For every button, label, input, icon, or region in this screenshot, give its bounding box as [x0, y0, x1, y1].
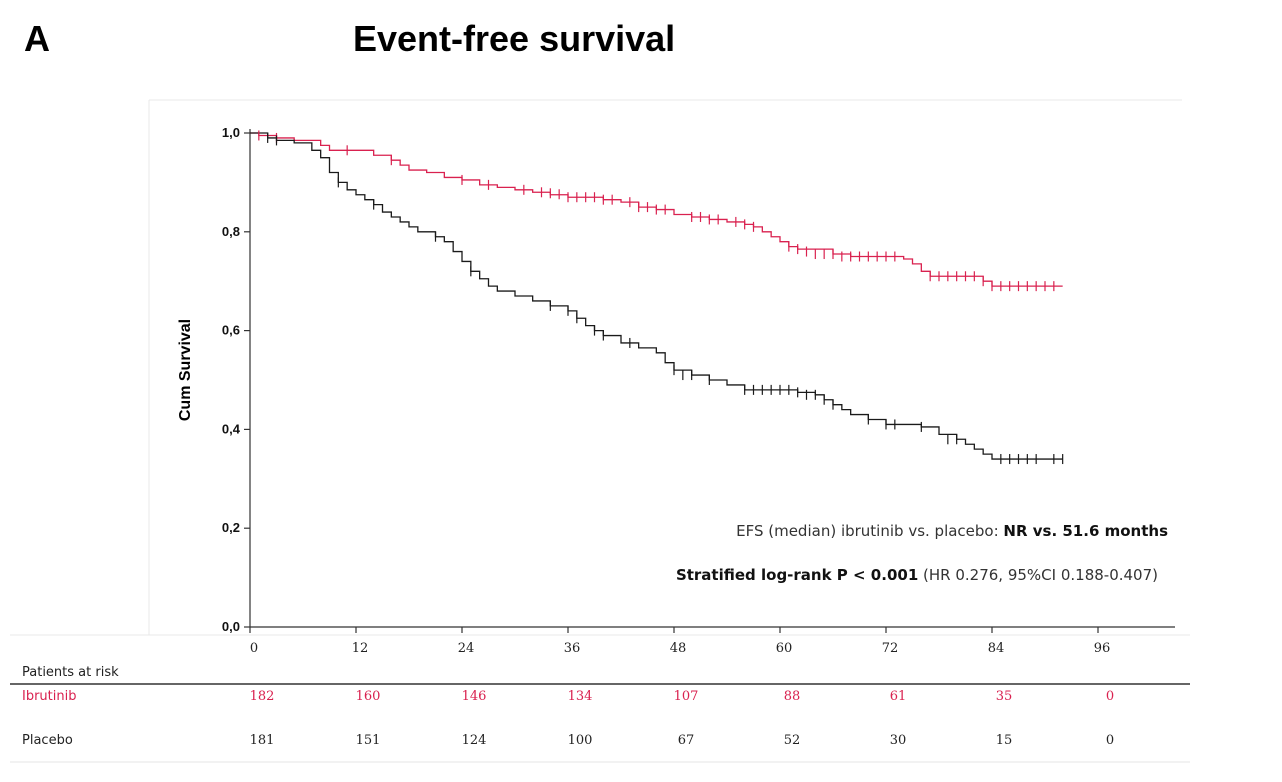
risk-value: 30	[890, 733, 907, 748]
annotation-logrank-bold: Stratified log-rank P < 0.001	[676, 566, 918, 584]
x-tick-label: 0	[250, 641, 258, 656]
y-tick-label: 0,2	[222, 520, 240, 535]
y-tick-label: 1,0	[222, 125, 240, 140]
risk-value: 146	[462, 689, 487, 704]
risk-value: 0	[1106, 689, 1114, 704]
risk-table-rows: Ibrutinib 182 160 146 134 107 88 61 35 0 Placebo 18…	[22, 689, 1114, 748]
risk-row-label: Placebo	[22, 733, 73, 748]
risk-value: 35	[996, 689, 1013, 704]
risk-table-header: Patients at risk	[22, 665, 119, 680]
risk-value: 182	[250, 689, 275, 704]
x-tick-label: 12	[352, 641, 369, 656]
risk-value: 61	[890, 689, 907, 704]
risk-value: 134	[568, 689, 593, 704]
x-tick-label: 96	[1094, 641, 1111, 656]
x-tick-label: 48	[670, 641, 687, 656]
annotation-logrank-normal: (HR 0.276, 95%CI 0.188-0.407)	[918, 566, 1158, 584]
risk-value: 100	[568, 733, 593, 748]
curve-placebo	[250, 133, 1063, 459]
y-tick-label: 0,8	[222, 224, 240, 239]
y-tick-label: 0,6	[222, 323, 240, 338]
censor-marks	[259, 130, 1063, 464]
annotation-efs-bold: NR vs. 51.6 months	[1003, 522, 1168, 540]
risk-value: 160	[356, 689, 381, 704]
annotation-logrank: Stratified log-rank P < 0.001 (HR 0.276,…	[676, 566, 1158, 584]
x-tick-label: 24	[458, 641, 475, 656]
annotation-efs: EFS (median) ibrutinib vs. placebo: NR v…	[736, 522, 1168, 540]
y-axis-label: Cum Survival	[177, 319, 194, 421]
risk-value: 88	[784, 689, 801, 704]
risk-value: 67	[678, 733, 695, 748]
risk-value: 15	[996, 733, 1013, 748]
x-tick-label: 72	[882, 641, 899, 656]
x-tick-label: 60	[776, 641, 793, 656]
x-tick-label: 36	[564, 641, 581, 656]
x-tick-label: 84	[988, 641, 1005, 656]
risk-value: 181	[250, 733, 275, 748]
risk-value: 0	[1106, 733, 1114, 748]
risk-row-label: Ibrutinib	[22, 689, 76, 704]
y-tick-label: 0,4	[222, 421, 241, 436]
risk-value: 52	[784, 733, 801, 748]
risk-value: 124	[462, 733, 487, 748]
risk-value: 151	[356, 733, 381, 748]
survival-curves	[250, 133, 1063, 459]
annotation-efs-normal: EFS (median) ibrutinib vs. placebo:	[736, 522, 1003, 540]
km-chart: 0,0 0,2 0,4 0,6 0,8 1,0 0 12 24 36 48 60 72 84 96 Cum …	[0, 0, 1282, 782]
risk-value: 107	[674, 689, 699, 704]
y-tick-label: 0,0	[222, 619, 240, 634]
